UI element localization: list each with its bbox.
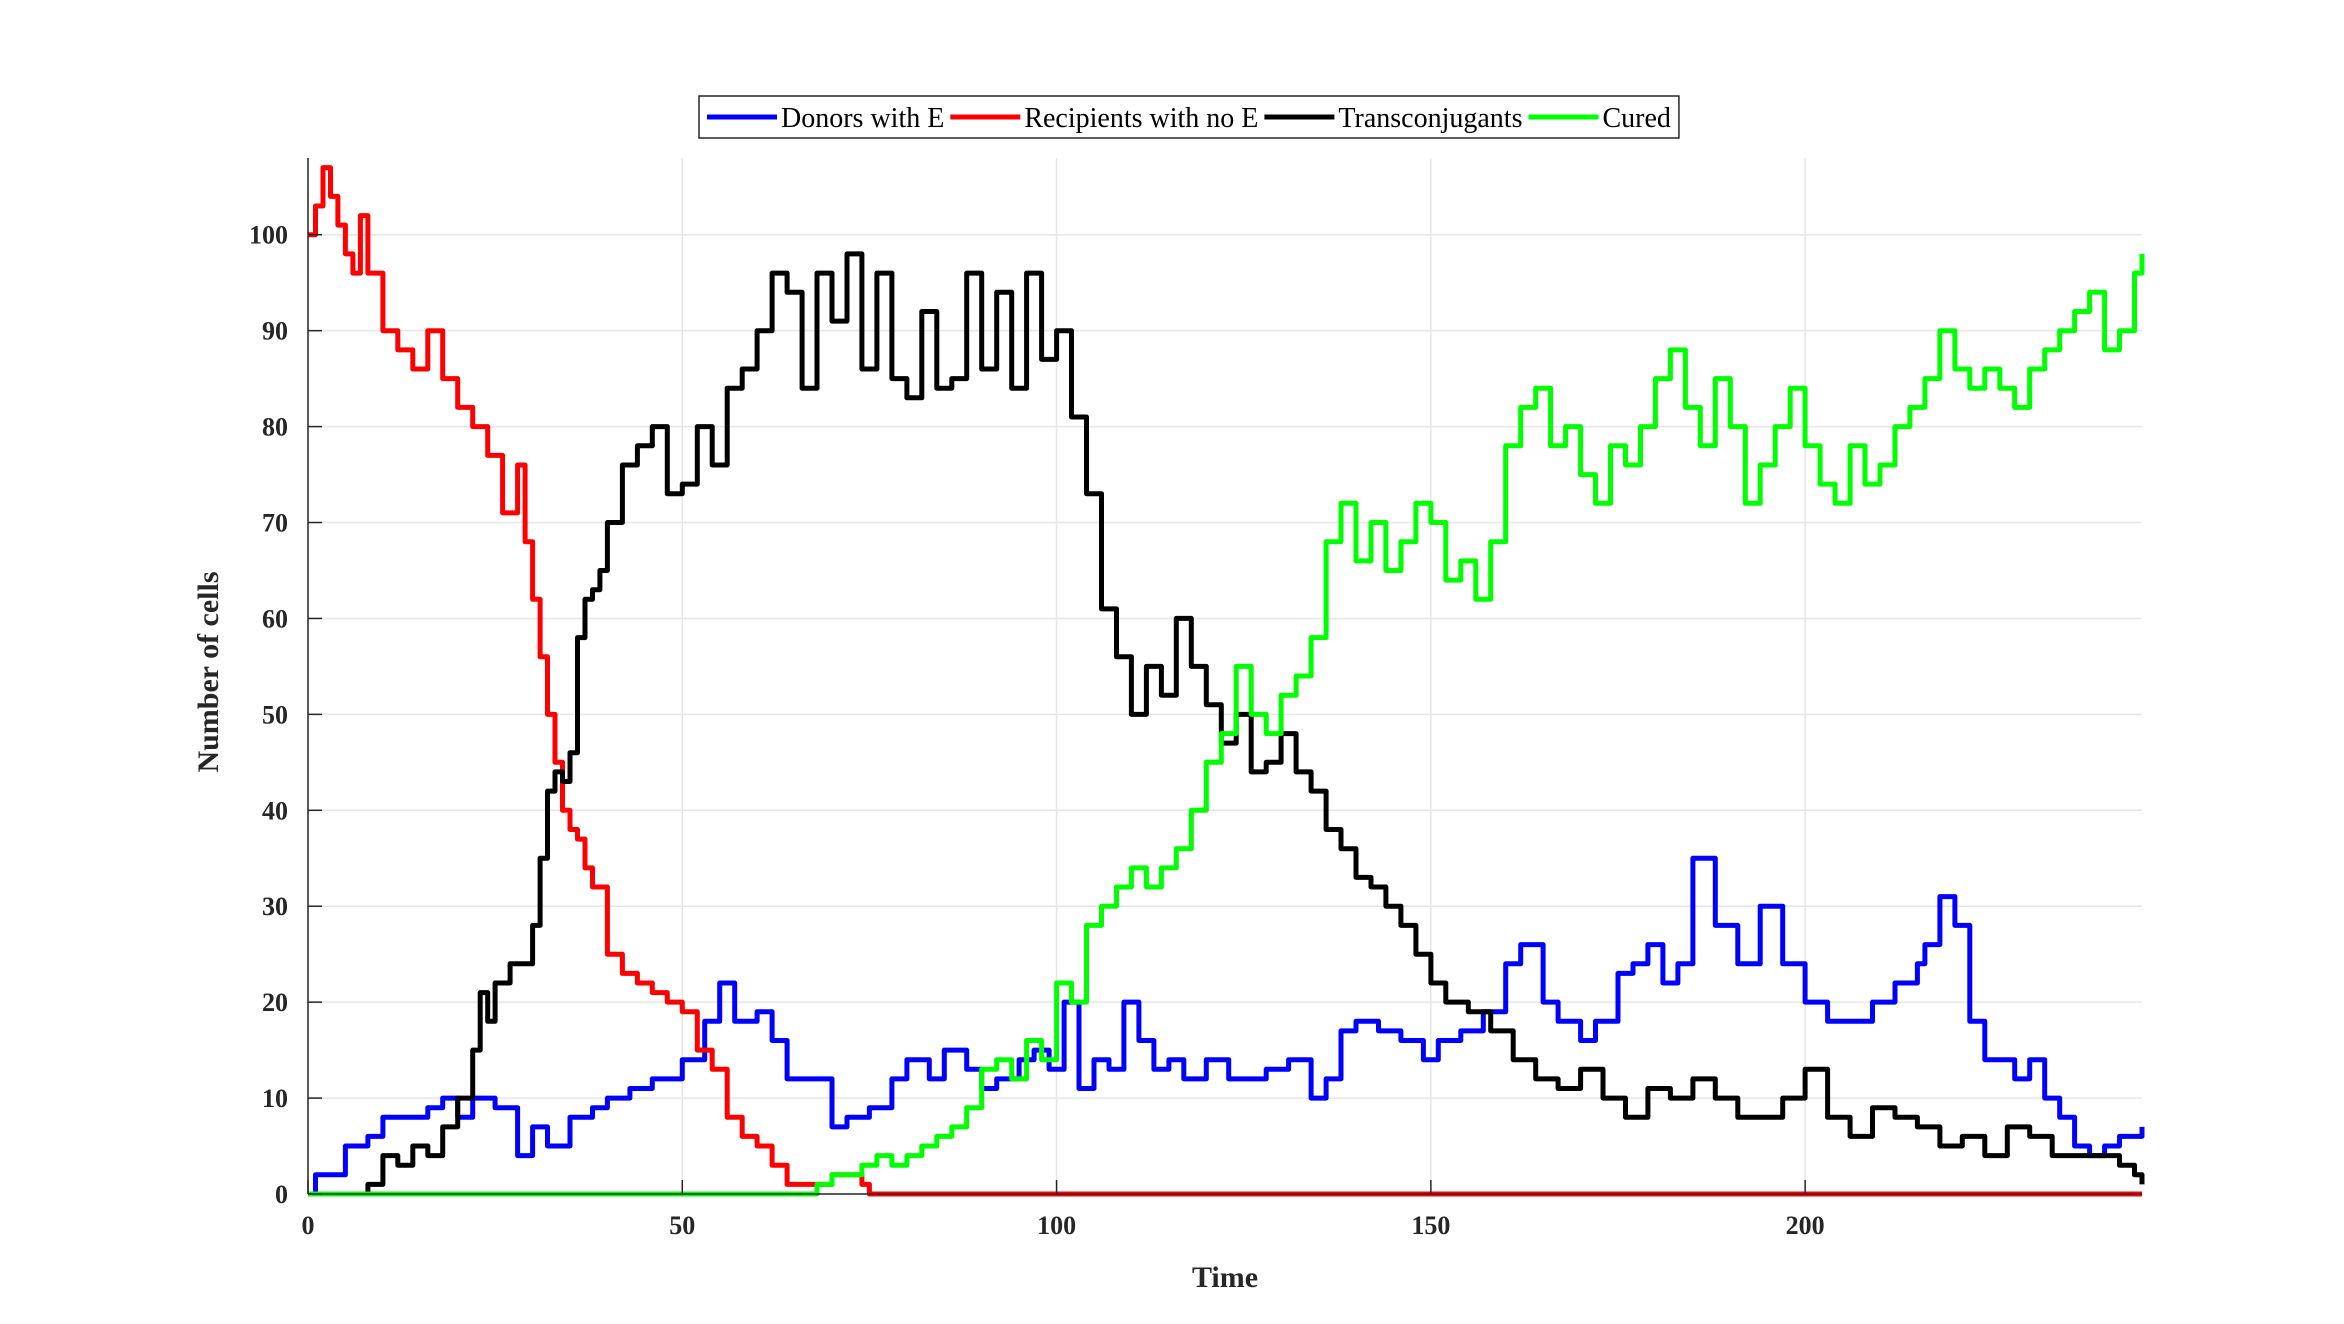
legend-label: Recipients with no E — [1024, 103, 1258, 134]
series-line-2 — [308, 165, 2142, 1197]
legend-label: Transconjugants — [1338, 103, 1522, 134]
legend-item: Donors with E — [707, 103, 944, 134]
series-line-4 — [308, 253, 2145, 1197]
axes — [307, 158, 2142, 1195]
x-tick-label: 100 — [1037, 1211, 1076, 1240]
legend: Donors with E Recipients with no E Transco… — [698, 95, 1680, 139]
y-tick-label: 10 — [262, 1084, 288, 1113]
legend-item: Cured — [1528, 103, 1671, 134]
y-tick-label: 30 — [262, 892, 288, 921]
legend-item: Transconjugants — [1264, 103, 1522, 134]
x-axis-title: Time — [1192, 1261, 1258, 1294]
y-tick-label: 50 — [262, 700, 288, 729]
legend-label: Cured — [1602, 103, 1670, 134]
tick-labels: 0 50 100 150 200 0 10 20 30 40 50 60 70 80 90 100 — [249, 221, 1825, 1240]
y-tick-label: 0 — [275, 1180, 288, 1209]
legend-label: Donors with E — [781, 103, 944, 134]
x-tick-label: 50 — [669, 1211, 695, 1240]
y-tick-label: 20 — [262, 988, 288, 1017]
legend-item: Recipients with no E — [950, 103, 1258, 134]
x-tick-label: 200 — [1786, 1211, 1825, 1240]
y-tick-label: 60 — [262, 604, 288, 633]
legend-box — [698, 95, 1680, 139]
y-tick-label: 80 — [262, 413, 288, 442]
y-axis-title: Number of cells — [192, 571, 225, 772]
y-tick-label: 40 — [262, 796, 288, 825]
y-tick-label: 70 — [262, 509, 288, 538]
x-tick-label: 0 — [302, 1211, 315, 1240]
y-tick-label: 100 — [249, 221, 288, 250]
x-tick-label: 150 — [1411, 1211, 1450, 1240]
series-lines — [308, 165, 2145, 1197]
series-line-1 — [308, 855, 2145, 1197]
y-tick-label: 90 — [262, 317, 288, 346]
series-line-3 — [352, 251, 2145, 1197]
